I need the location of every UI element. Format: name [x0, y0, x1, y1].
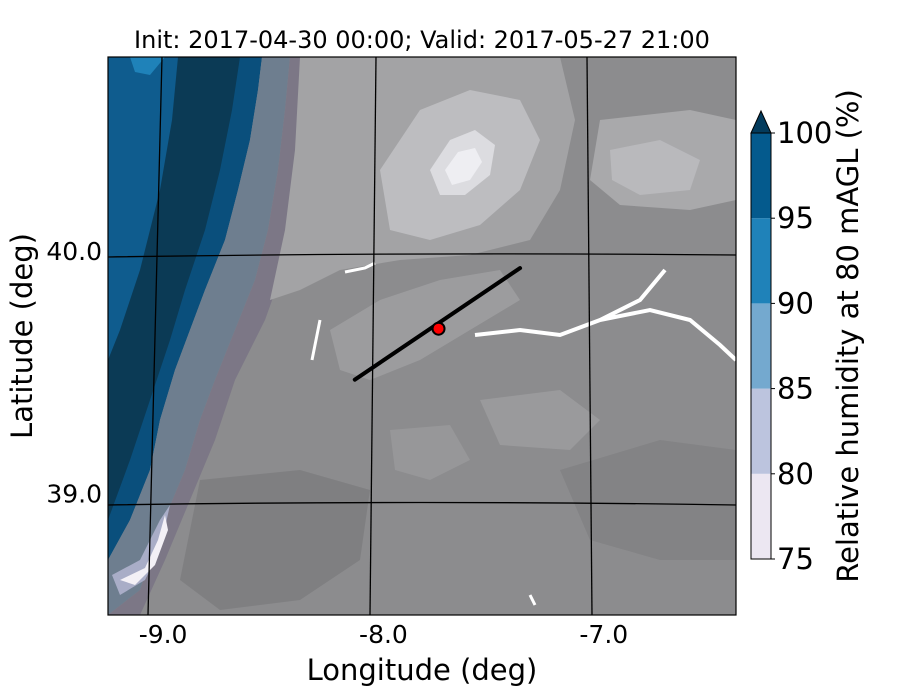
- x-tick-label: -9.0: [139, 620, 188, 649]
- colorbar-tick-label: 100: [777, 116, 832, 150]
- y-axis-label: Latitude (deg): [5, 233, 39, 439]
- y-tick-label: 40.0: [46, 237, 102, 266]
- colorbar-tick-label: 95: [777, 201, 814, 235]
- colorbar-segment: [751, 218, 771, 303]
- y-tick-label: 39.0: [46, 480, 102, 509]
- x-tick-label: -7.0: [579, 620, 628, 649]
- colorbar-tick-label: 90: [777, 286, 814, 320]
- x-tick-labels: -9.0 -8.0 -7.0: [139, 620, 628, 649]
- colorbar-segment: [751, 303, 771, 388]
- map-panel: [108, 57, 736, 615]
- colorbar-extend-arrow: [751, 111, 771, 133]
- colorbar-tick-label: 85: [777, 372, 814, 406]
- colorbar-tick-label: 75: [777, 542, 814, 576]
- map-title: Init: 2017-04-30 00:00; Valid: 2017-05-2…: [134, 26, 710, 54]
- colorbar-label: Relative humidity at 80 mAGL (%): [831, 89, 865, 583]
- colorbar-segment: [751, 133, 771, 218]
- x-axis-label: Longitude (deg): [307, 653, 538, 687]
- x-tick-label: -8.0: [359, 620, 408, 649]
- colorbar-segment: [751, 389, 771, 474]
- y-tick-labels: 40.0 39.0: [46, 237, 102, 509]
- location-marker[interactable]: [433, 323, 445, 335]
- colorbar-tick-label: 80: [777, 457, 814, 491]
- colorbar-segment: [751, 474, 771, 559]
- colorbar: 75 80 85 90 95 100: [751, 111, 832, 576]
